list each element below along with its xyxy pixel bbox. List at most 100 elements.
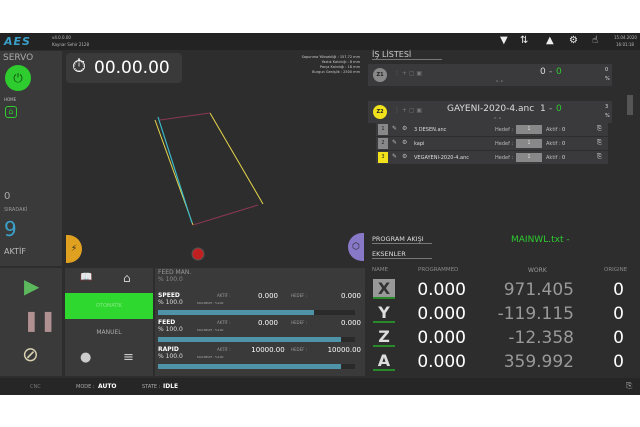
copy-icon[interactable]: ⎘ (597, 139, 602, 146)
gear-icon[interactable]: ⚙ (569, 35, 578, 46)
hedef-value: 0.000 (340, 292, 361, 300)
feed-name: SPEED (158, 292, 180, 299)
feed-max: MAXIMUM : %100 (197, 355, 224, 359)
feed-slider[interactable] (158, 364, 355, 369)
target-input[interactable]: 1 (516, 153, 542, 162)
zone-tool-icons[interactable]: ⋮ + ▢ ▣ (394, 70, 423, 77)
zone-right-top: 3 (605, 104, 609, 110)
job-item-number: 2 (378, 138, 388, 149)
settings-icon[interactable]: ⚙ (402, 139, 408, 146)
job-item[interactable]: 3 ✎ ⚙ VEGAYENI-2020-4.anc Hedef : 1 Akti… (376, 151, 608, 164)
zone-done: 0 (556, 67, 562, 77)
axis-name-button[interactable]: Z (373, 327, 395, 347)
feed-panel: FEED MAN. % 100.0 SPEED % 100.0 MAXIMUM … (155, 268, 365, 376)
feed-man-title: FEED MAN. (158, 269, 192, 276)
pause-button[interactable]: ❚❚ (23, 308, 57, 332)
cube-view-icon[interactable]: ⬡ (348, 233, 364, 261)
axis-origine: 0 (613, 280, 624, 300)
program-flow-label[interactable]: PROGRAM AKIŞI (372, 235, 432, 244)
filter-icon[interactable]: ▼ (500, 35, 508, 46)
feed-max: MAXIMUM : %100 (197, 301, 224, 305)
servo-power-button[interactable]: ⏻ (5, 65, 31, 91)
job-item-name: kapi (414, 141, 425, 147)
col-name: NAME (372, 267, 389, 273)
job-item-number: 1 (378, 124, 388, 135)
axis-row-z: Z 0.000 -12.358 0 (368, 326, 640, 350)
axis-work: 359.992 (503, 352, 574, 372)
zone-right-bot: % (605, 113, 610, 119)
axis-origine: 0 (613, 328, 624, 348)
settings-icon[interactable]: ⚙ (402, 153, 408, 160)
home-label: HOME (4, 97, 17, 102)
zone-count: 1 (540, 104, 546, 114)
feed-row-speed: SPEED % 100.0 MAXIMUM : %100 AKTİF : 0.0… (155, 292, 365, 319)
toolpath-viewer[interactable] (130, 90, 370, 270)
transfer-icon[interactable]: ⇅ (520, 35, 529, 46)
home-icon[interactable]: ⌂ (5, 106, 17, 118)
edit-icon[interactable]: ✎ (392, 153, 398, 160)
warning-icon[interactable]: ▲ (546, 35, 554, 46)
edit-icon[interactable]: ✎ (392, 139, 398, 146)
target-input[interactable]: 1 (516, 139, 542, 148)
aktif-value: 0.000 (257, 319, 279, 327)
feed-slider[interactable] (158, 310, 355, 315)
zone-sub: 0 - 0 (496, 79, 503, 83)
aktif-label: AKTİF : (217, 293, 231, 298)
axes-label[interactable]: EKSENLER (372, 250, 432, 259)
settings-icon[interactable]: ⚙ (402, 125, 408, 132)
job-item[interactable]: 1 ✎ ⚙ 3 DESEN.anc Hedef : 1 Aktif : 0 ⎘ (376, 123, 608, 136)
lightning-icon[interactable]: ⚡ (66, 235, 82, 263)
home-icon[interactable]: ⌂ (123, 271, 131, 285)
mode-value: AUTO (98, 383, 117, 390)
aktif-value: 10000.00 (251, 346, 285, 354)
path-line (159, 112, 211, 121)
axis-name-button[interactable]: A (373, 351, 395, 371)
axis-row-x: X 0.000 971.405 0 (368, 278, 640, 302)
zone-row[interactable]: Z1 ⋮ + ▢ ▣ 0 - 0 0 - 0 0 % (368, 64, 612, 86)
feed-slider[interactable] (158, 337, 355, 342)
active-label: Aktif : (546, 155, 561, 161)
axis-origine: 0 (613, 352, 624, 372)
user-hand-icon[interactable]: ☝ (592, 35, 599, 46)
feed-slider-fill (158, 337, 342, 342)
next-label: SIRADAKİ (4, 207, 28, 213)
active-count: 9 (4, 217, 17, 241)
copy-icon[interactable]: ⎘ (597, 153, 602, 160)
book-icon[interactable]: 📖 (80, 272, 93, 283)
version: v4.0.0.00 (52, 35, 71, 40)
zone-tool-icons[interactable]: ⋮ + ▢ ▣ (394, 107, 423, 114)
state-label: STATE : (142, 384, 161, 390)
axis-name-button[interactable]: X (373, 279, 395, 299)
operator: Kaynar Sehir 2128 (52, 42, 90, 47)
copy-icon[interactable]: ⎘ (597, 125, 602, 132)
play-button[interactable]: ▶ (24, 274, 40, 298)
timer-value: 00.00.00 (94, 58, 170, 78)
header: AES v4.0.0.00 Kaynar Sehir 2128 ▼ ⇅ ▲ ⚙ … (0, 33, 640, 50)
col-programmed: PROGRAMMED (418, 267, 459, 273)
job-item[interactable]: 2 ✎ ⚙ kapi Hedef : 1 Aktif : 0 ⎘ (376, 137, 608, 150)
info-line: Parça Kalınlığı : 18 mm (319, 65, 360, 69)
active-label: AKTİF (4, 247, 26, 256)
auto-mode-button[interactable]: OTOMATİK (65, 293, 153, 319)
servo-label: SERVO (3, 53, 34, 63)
network-icon[interactable]: ⎘ (626, 381, 633, 390)
program-file: MAINWL.txt - (511, 235, 570, 245)
axis-row-a: A 0.000 359.992 0 (368, 350, 640, 374)
aktif-value: 0.000 (257, 292, 279, 300)
target-input[interactable]: 1 (516, 125, 542, 134)
job-list-scrollbar[interactable] (627, 95, 633, 115)
stop-button[interactable]: ⊘ (22, 342, 39, 366)
zone-row[interactable]: Z2 ⋮ + ▢ ▣ GAYENI-2020-4.anc 1 - 0 0 - 0… (368, 101, 612, 123)
status-bar: CNC MODE : AUTO STATE : IDLE ⎘ (0, 378, 640, 395)
edit-icon[interactable]: ✎ (392, 125, 398, 132)
probe-icon[interactable]: ● (80, 350, 92, 365)
feed-pct: % 100.0 (158, 299, 183, 306)
axis-programmed: 0.000 (417, 352, 466, 372)
list-icon[interactable]: ≡ (123, 350, 134, 365)
aktif-label: AKTİF : (217, 347, 231, 352)
manual-mode-button[interactable]: MANUEL (96, 329, 122, 336)
cnc-label: CNC (30, 384, 41, 390)
axis-name-button[interactable]: Y (373, 303, 395, 323)
job-item-name: VEGAYENI-2020-4.anc (414, 155, 469, 161)
axis-origine: 0 (613, 304, 624, 324)
